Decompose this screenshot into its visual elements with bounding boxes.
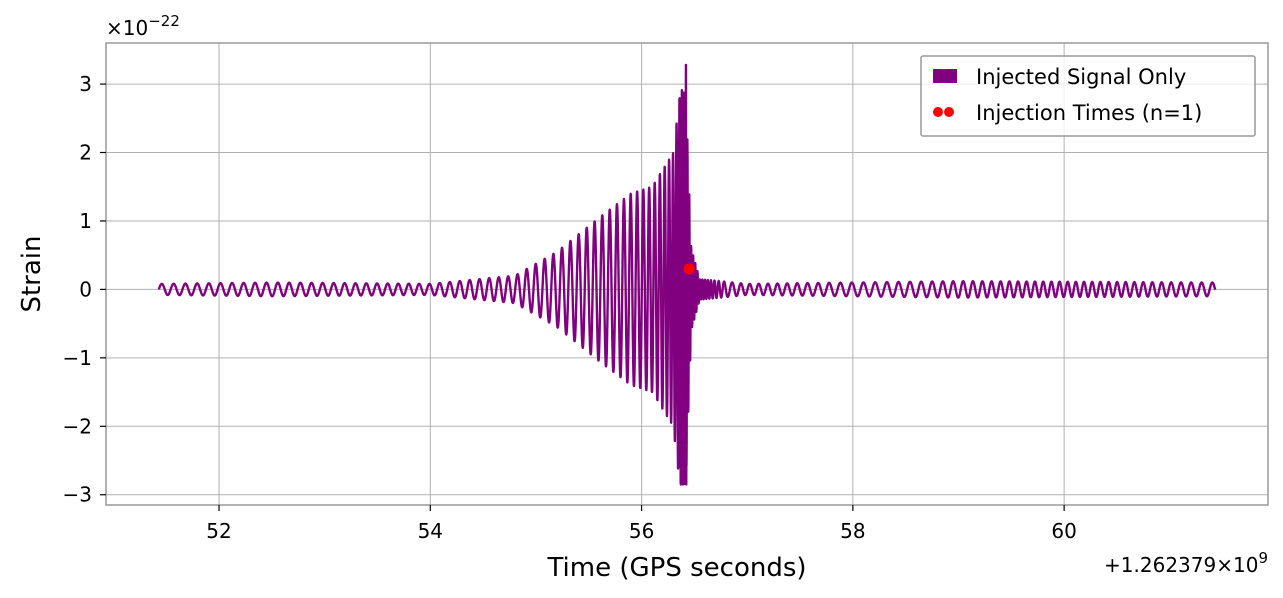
y-tick-label: −2	[63, 414, 92, 438]
series-line-injected-signal	[157, 63, 1217, 486]
legend: Injected Signal Only Injection Times (n=…	[920, 55, 1256, 137]
y-axis: −3 −2 −1 0 1 2 3	[63, 72, 106, 507]
y-tick-label: 3	[79, 72, 92, 96]
x-tick-label: 56	[629, 519, 654, 543]
plot-area	[157, 63, 1217, 486]
legend-swatch-injected-signal	[933, 69, 957, 83]
x-tick-label: 58	[840, 519, 865, 543]
x-axis-label: Time (GPS seconds)	[546, 553, 806, 583]
y-tick-label: 2	[79, 141, 92, 165]
x-tick-label: 60	[1051, 519, 1076, 543]
axes-frame	[105, 42, 1269, 506]
x-tick-label: 54	[418, 519, 443, 543]
injection-time-point	[683, 263, 695, 275]
x-axis: 52 54 56 58 60	[206, 505, 1077, 543]
y-tick-label: 1	[79, 209, 92, 233]
legend-label-injected-signal: Injected Signal Only	[976, 65, 1186, 89]
y-tick-label: 0	[79, 277, 92, 301]
y-tick-label: −1	[63, 346, 92, 370]
legend-box	[920, 55, 1256, 137]
y-scale-text: ×10−22	[106, 12, 180, 40]
legend-marker-injection-times-2	[944, 107, 954, 117]
y-axis-label: Strain	[17, 235, 47, 312]
legend-label-injection-times: Injection Times (n=1)	[976, 101, 1202, 125]
y-tick-label: −3	[63, 483, 92, 507]
x-offset-text: +1.262379×109	[1104, 549, 1268, 577]
legend-marker-injection-times	[933, 107, 943, 117]
x-tick-label: 52	[206, 519, 231, 543]
